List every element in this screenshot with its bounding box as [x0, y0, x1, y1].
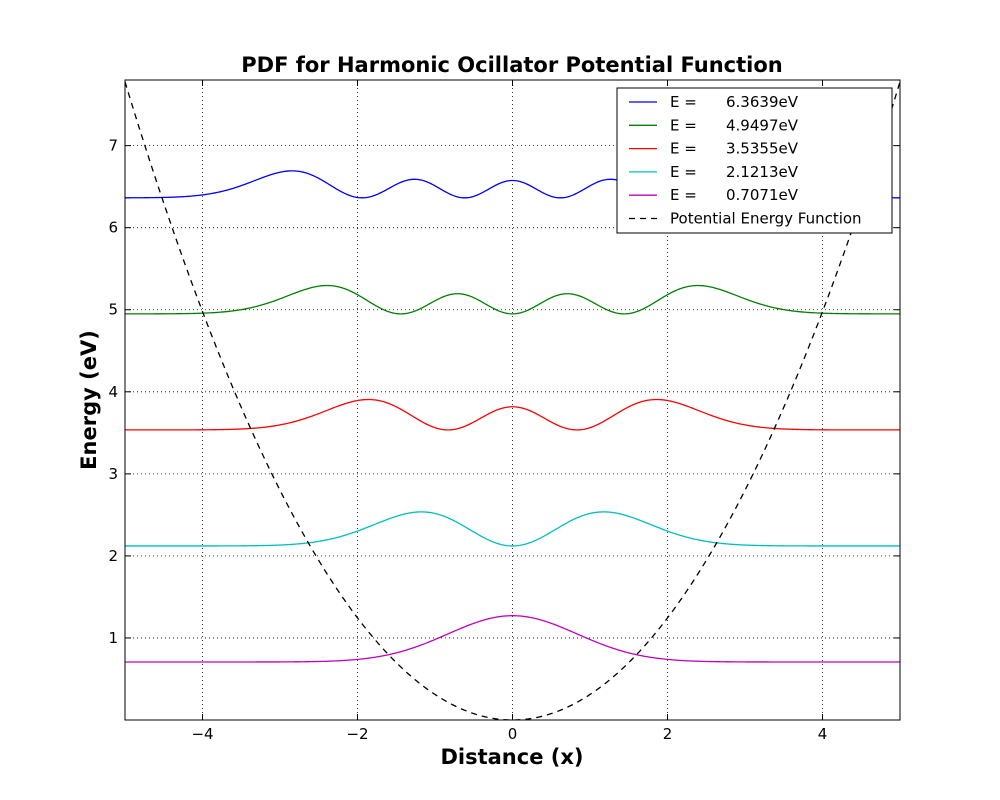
legend-value: 2.1213eV	[726, 163, 799, 181]
legend-label: E =	[670, 163, 697, 181]
series-line-1	[125, 284, 900, 315]
y-tick-label: 3	[108, 465, 118, 483]
legend-box	[616, 87, 893, 234]
series-line-5	[125, 81, 900, 720]
legend-label: E =	[670, 186, 697, 204]
series-line-3	[125, 511, 900, 547]
legend-value: 6.3639eV	[726, 93, 799, 111]
ticks: −4 −2 0 2 4 1 2 3 4 5 6 7	[108, 80, 900, 743]
chart-title: PDF for Harmonic Ocillator Potential Fun…	[241, 53, 782, 77]
y-tick-label: 6	[108, 219, 118, 237]
x-tick-label: 4	[818, 725, 828, 743]
legend-label: E =	[670, 93, 697, 111]
legend-value: 3.5355eV	[726, 140, 799, 158]
y-tick-label: 4	[108, 383, 118, 401]
x-tick-label: 0	[508, 725, 518, 743]
legend-label: E =	[670, 140, 697, 158]
x-axis-title: Distance (x)	[440, 745, 583, 769]
series-line-4	[125, 615, 900, 663]
y-tick-label: 5	[108, 301, 118, 319]
x-tick-label: −2	[346, 725, 368, 743]
x-tick-label: −4	[191, 725, 213, 743]
y-tick-label: 7	[108, 137, 118, 155]
y-tick-label: 1	[108, 629, 118, 647]
series-line-2	[125, 398, 900, 431]
y-axis-title: Energy (eV)	[77, 330, 101, 470]
y-tick-label: 2	[108, 547, 118, 565]
legend-value: 4.9497eV	[726, 116, 799, 134]
legend: E = 6.3639eV E = 4.9497eV E = 3.5355eV E = 2.12…	[616, 87, 893, 234]
x-tick-label: 2	[663, 725, 673, 743]
legend-label: Potential Energy Function	[670, 210, 862, 228]
legend-value: 0.7071eV	[726, 186, 799, 204]
legend-label: E =	[670, 116, 697, 134]
